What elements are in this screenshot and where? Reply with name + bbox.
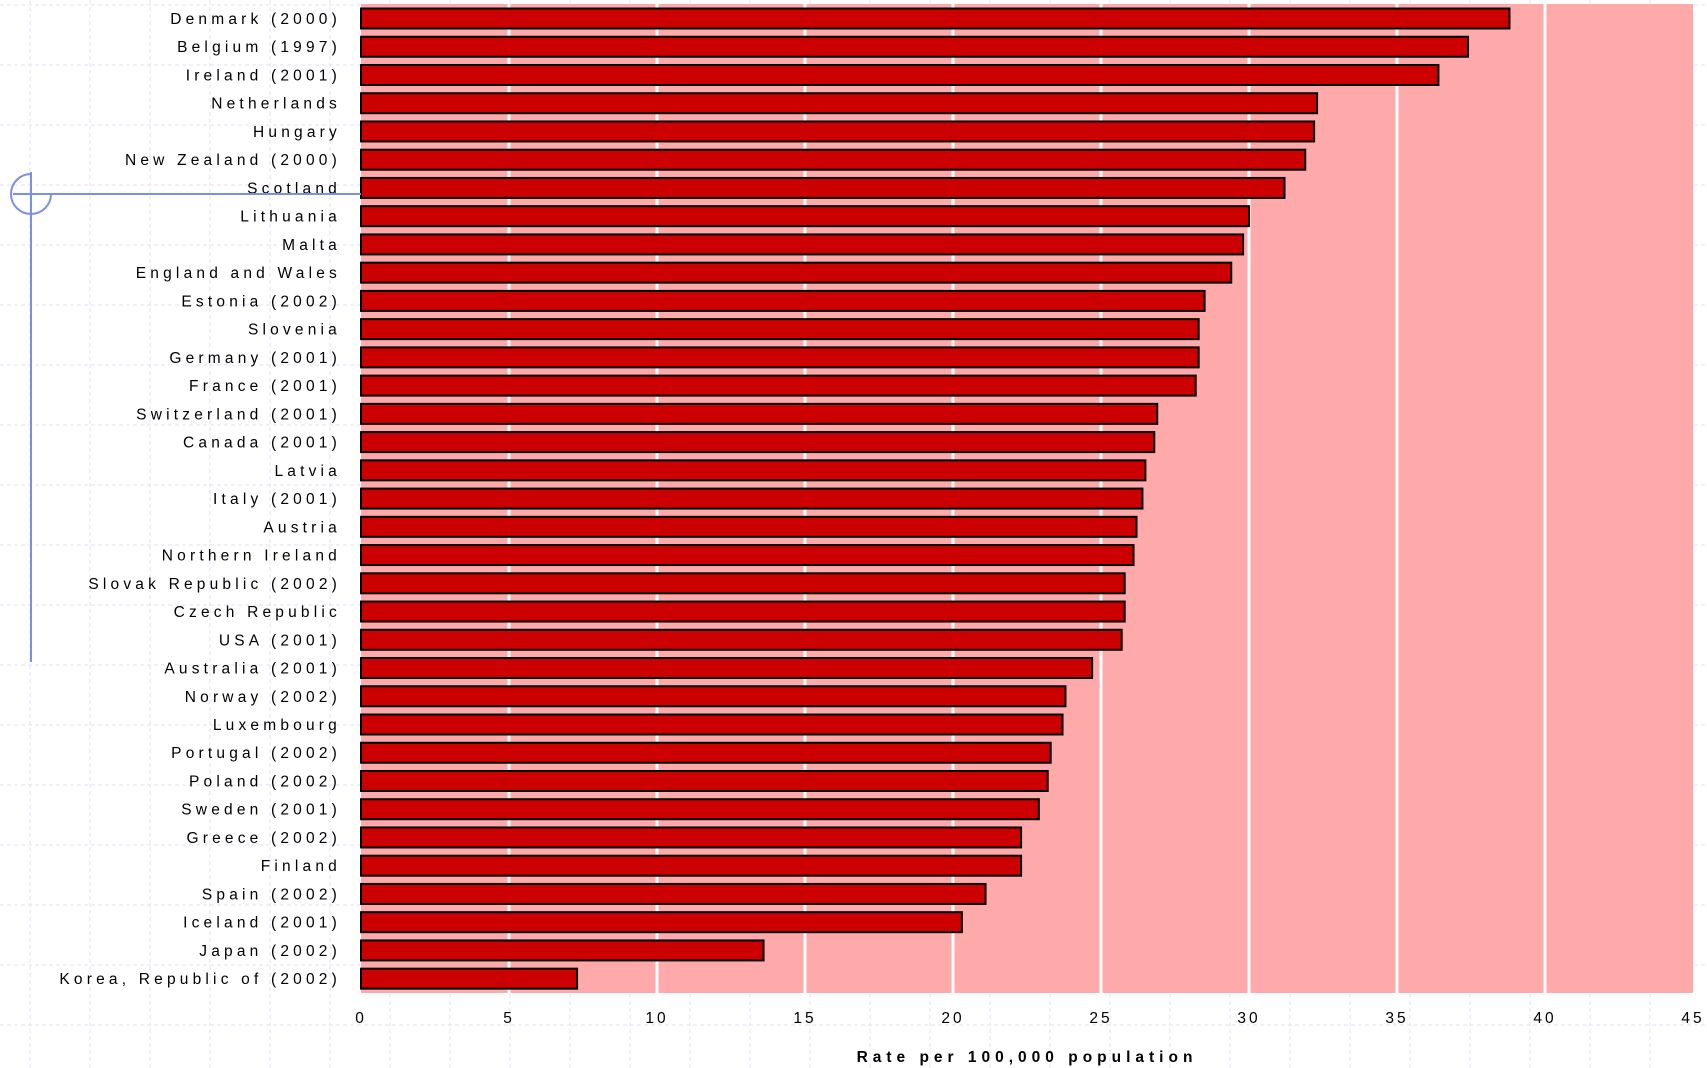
bars — [360, 7, 1511, 990]
category-label: Germany (2001) — [169, 350, 341, 367]
bar — [360, 769, 1049, 792]
bar — [360, 628, 1123, 651]
x-tick-label: 35 — [1385, 1010, 1408, 1027]
bar — [360, 572, 1126, 595]
bar — [360, 600, 1126, 623]
bar — [360, 205, 1250, 228]
category-label: Switzerland (2001) — [136, 406, 341, 423]
bar — [360, 176, 1286, 199]
bar — [360, 826, 1023, 849]
category-label: Luxembourg — [213, 717, 341, 734]
bar — [360, 685, 1067, 708]
bar — [360, 544, 1135, 567]
category-label: Lithuania — [240, 209, 341, 226]
category-label: Latvia — [274, 463, 341, 480]
bar — [360, 713, 1064, 736]
category-label: France (2001) — [189, 378, 341, 395]
category-labels: Denmark (2000) Belgium (1997) Ireland (200… — [59, 11, 341, 988]
category-label: Portugal (2002) — [171, 745, 341, 762]
category-label: Czech Republic — [174, 604, 341, 621]
bar — [360, 63, 1440, 86]
category-label: Canada (2001) — [183, 435, 341, 452]
bar — [360, 7, 1511, 30]
category-label: Korea, Republic of (2002) — [59, 971, 341, 988]
slide-ornament — [10, 172, 361, 662]
bar — [360, 261, 1233, 284]
bar — [360, 402, 1159, 425]
category-label: Finland — [261, 858, 341, 875]
category-label: Japan (2002) — [199, 943, 341, 960]
category-label: Ireland (2001) — [186, 67, 341, 84]
category-label: England and Wales — [136, 265, 341, 282]
x-tick-labels: 0 5 10 15 20 25 30 35 40 45 — [355, 1010, 1704, 1027]
category-label: USA (2001) — [219, 632, 341, 649]
bar — [360, 120, 1316, 143]
bar — [360, 911, 963, 934]
category-label: Poland (2002) — [189, 773, 341, 790]
bar — [360, 798, 1040, 821]
category-label: Sweden (2001) — [181, 802, 341, 819]
x-tick-label: 10 — [645, 1010, 668, 1027]
bar — [360, 882, 987, 905]
bar — [360, 374, 1197, 397]
bar — [360, 233, 1245, 256]
category-label: Iceland (2001) — [183, 915, 341, 932]
category-label: Spain (2002) — [202, 886, 341, 903]
category-label: Malta — [282, 237, 341, 254]
category-label: Northern Ireland — [162, 548, 341, 565]
category-label: Australia (2001) — [164, 661, 341, 678]
bar — [360, 741, 1052, 764]
category-label: Italy (2001) — [213, 491, 341, 508]
category-label: Hungary — [253, 124, 341, 141]
x-tick-label: 30 — [1237, 1010, 1260, 1027]
x-tick-label: 0 — [355, 1010, 367, 1027]
category-label: Norway (2002) — [185, 689, 341, 706]
bar — [360, 459, 1147, 482]
bar — [360, 657, 1094, 680]
x-tick-label: 15 — [793, 1010, 816, 1027]
bar — [360, 854, 1023, 877]
category-label: Austria — [263, 519, 341, 536]
category-label: Greece (2002) — [186, 830, 341, 847]
bar — [360, 939, 765, 962]
category-label: New Zealand (2000) — [125, 152, 341, 169]
category-label: Estonia (2002) — [181, 293, 341, 310]
x-tick-label: 25 — [1089, 1010, 1112, 1027]
category-label: Denmark (2000) — [170, 11, 341, 28]
bar — [360, 346, 1200, 369]
x-tick-label: 45 — [1681, 1010, 1704, 1027]
x-axis-title: Rate per 100,000 population — [857, 1049, 1198, 1066]
x-tick-label: 5 — [503, 1010, 515, 1027]
bar — [360, 289, 1206, 312]
bar — [360, 515, 1138, 538]
x-tick-label: 40 — [1533, 1010, 1556, 1027]
bar — [360, 967, 579, 990]
bar — [360, 318, 1200, 341]
bar — [360, 148, 1307, 171]
bar — [360, 35, 1470, 58]
category-label: Slovak Republic (2002) — [88, 576, 341, 593]
x-tick-label: 20 — [941, 1010, 964, 1027]
bar — [360, 487, 1144, 510]
category-label: Slovenia — [248, 322, 341, 339]
category-label: Belgium (1997) — [177, 39, 341, 56]
category-label: Netherlands — [211, 96, 341, 113]
bar — [360, 431, 1156, 454]
bar — [360, 92, 1319, 115]
